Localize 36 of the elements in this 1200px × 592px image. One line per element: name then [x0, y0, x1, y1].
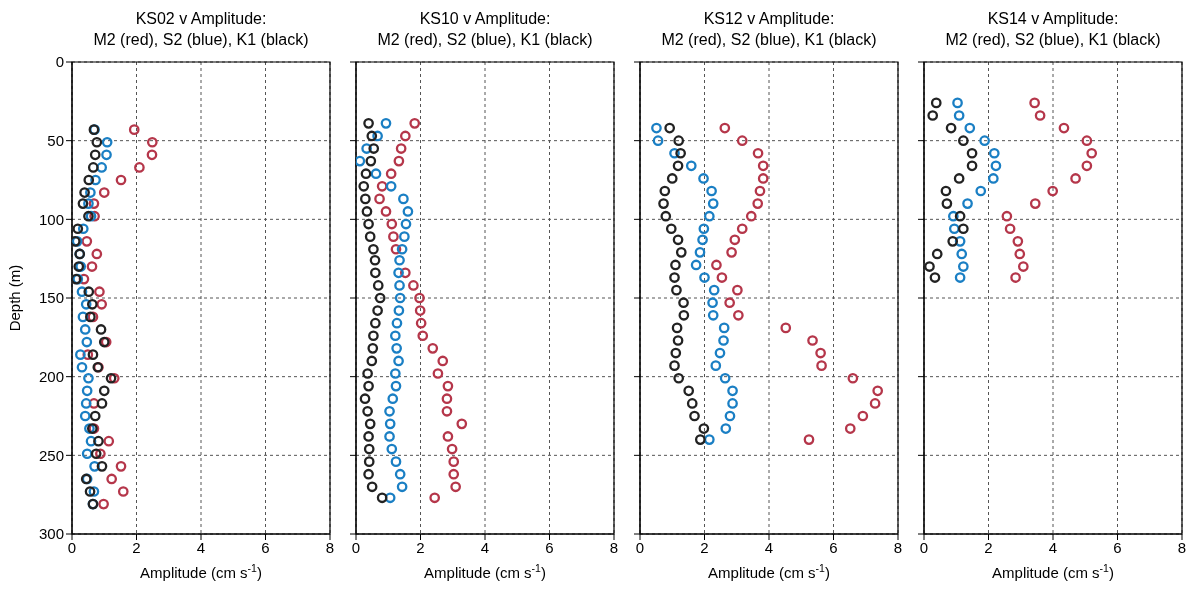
x-tick-label: 8: [325, 538, 335, 556]
x-tick-label: 8: [893, 538, 903, 556]
x-tick-label: 8: [609, 538, 619, 556]
x-tick-label: 0: [67, 538, 77, 556]
x-tick-label: 2: [700, 538, 709, 556]
y-tick-label: 250: [38, 446, 64, 464]
x-tick-label: 6: [1113, 538, 1122, 556]
chart-title: KS12 v Amplitude: M2 (red), S2 (blue), K1 (black): [660, 9, 878, 50]
y-tick-label: 150: [38, 289, 64, 307]
y-tick-label: 0: [55, 53, 64, 71]
chart-title: KS02 v Amplitude: M2 (red), S2 (blue), K1 (black): [92, 9, 310, 50]
x-tick-label: 4: [480, 538, 490, 556]
x-tick-label: 6: [261, 538, 270, 556]
y-axis-title: Depth (m): [6, 264, 23, 332]
y-tick-label: 100: [38, 210, 64, 228]
x-tick-label: 0: [351, 538, 361, 556]
x-axis-title: Amplitude (cm s$^{-1}$): [140, 562, 262, 581]
x-axis-title: Amplitude (cm s$^{-1}$): [708, 562, 830, 581]
x-axis-title: Amplitude (cm s$^{-1}$): [424, 562, 546, 581]
y-tick-label: 50: [47, 131, 64, 149]
chart-title: KS14 v Amplitude: M2 (red), S2 (blue), K1 (black): [944, 9, 1162, 50]
x-tick-label: 8: [1177, 538, 1187, 556]
x-tick-label: 4: [764, 538, 774, 556]
x-axis-title: Amplitude (cm s$^{-1}$): [992, 562, 1114, 581]
x-tick-label: 6: [545, 538, 554, 556]
chart-title: KS10 v Amplitude: M2 (red), S2 (blue), K1 (black): [376, 9, 594, 50]
x-tick-label: 2: [132, 538, 141, 556]
x-tick-label: 2: [984, 538, 993, 556]
y-tick-label: 300: [38, 525, 64, 543]
x-tick-label: 0: [919, 538, 929, 556]
x-tick-label: 4: [196, 538, 206, 556]
x-tick-label: 4: [1048, 538, 1058, 556]
y-tick-label: 200: [38, 367, 64, 385]
x-tick-label: 0: [635, 538, 645, 556]
x-tick-label: 6: [829, 538, 838, 556]
x-tick-label: 2: [416, 538, 425, 556]
